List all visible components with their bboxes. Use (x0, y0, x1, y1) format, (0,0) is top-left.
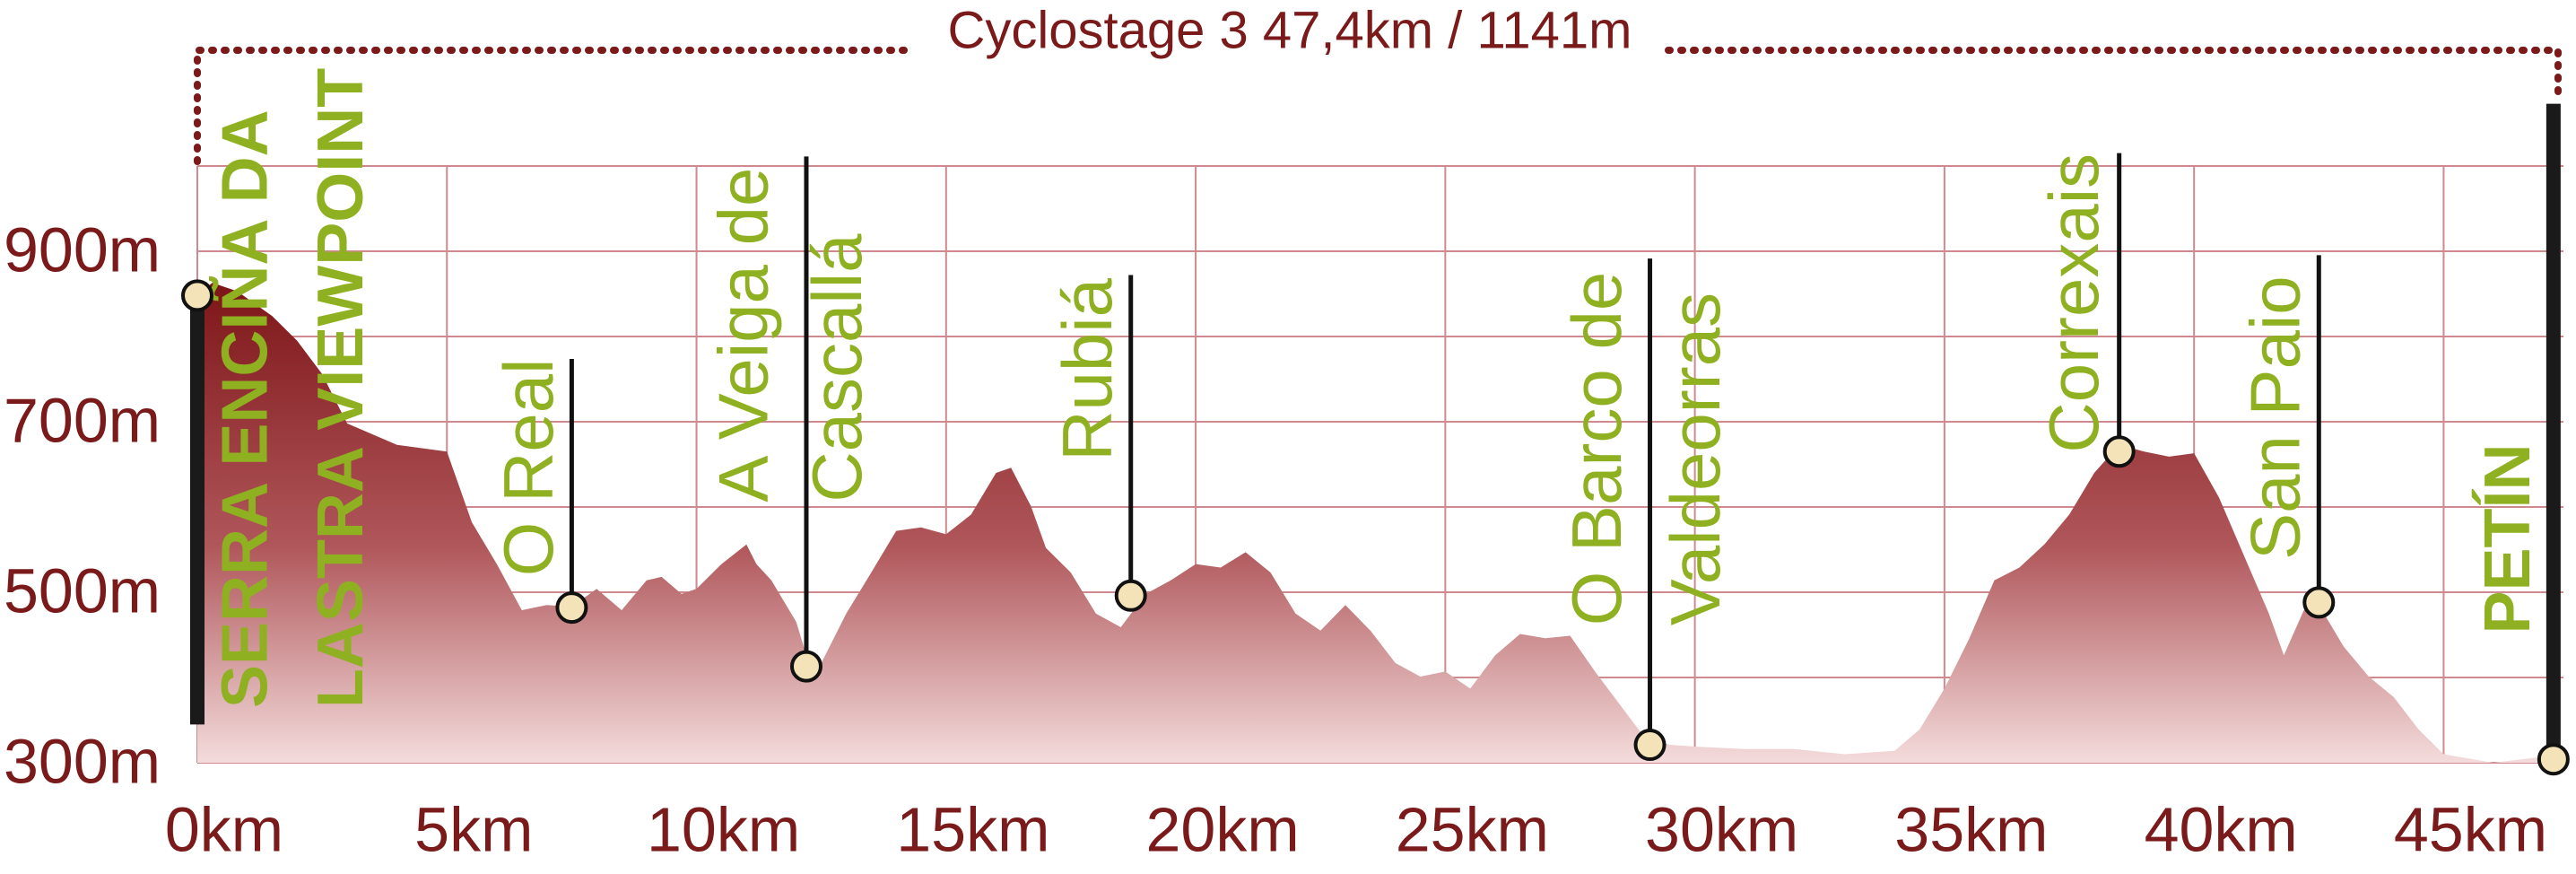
grid (196, 165, 2563, 764)
profile (197, 283, 2563, 764)
x-tick-label: 35km (1894, 794, 2048, 864)
x-tick-label: 15km (896, 794, 1049, 864)
waypoint-marker (1633, 729, 1667, 762)
y-tick-label: 500m (4, 555, 161, 625)
x-tick-label: 0km (165, 794, 283, 864)
y-tick-label: 700m (4, 385, 161, 455)
waypoint-label: Cascallá (797, 233, 876, 503)
waypoint-label: San Paio (2236, 275, 2315, 560)
y-tick-label: 300m (4, 726, 161, 796)
y-tick-label: 900m (4, 214, 161, 284)
waypoint-marker (2102, 435, 2136, 468)
x-tick-label: 20km (1145, 794, 1299, 864)
x-tick-label: 25km (1396, 794, 1549, 864)
x-tick-label: 45km (2394, 794, 2547, 864)
waypoint-label: A Veiga de (703, 168, 782, 503)
elevation-area (197, 283, 2563, 764)
waypoint-label: PETÍN (2472, 443, 2544, 634)
title-bracket (194, 47, 918, 165)
waypoint-marker (2302, 586, 2336, 619)
x-tick-label: 30km (1645, 794, 1798, 864)
waypoint-marker (789, 650, 822, 683)
waypoint-label: LASTRA VIEWPOINT (305, 68, 377, 708)
waypoint-label: Correxais (2034, 153, 2113, 453)
waypoint-label: Rubiá (1048, 277, 1127, 460)
waypoint-label: SERRA ENCIÑA DA (209, 109, 282, 708)
x-tick-label: 40km (2145, 794, 2298, 864)
waypoints: SERRA ENCIÑA DA LASTRA VIEWPOINT O Real A V… (181, 68, 2570, 776)
waypoint-marker (2537, 743, 2570, 776)
ticks: 300m 500m 700m 900m 0km 5km 10km 15km 20km 25km 30… (4, 214, 2547, 864)
x-tick-label: 10km (647, 794, 800, 864)
waypoint-marker (1114, 579, 1147, 612)
waypoint-marker (181, 279, 213, 312)
waypoint-label: O Barco de (1557, 272, 1636, 626)
waypoint-label: O Real (489, 358, 568, 576)
waypoint-marker (555, 591, 588, 625)
waypoint-label: Valdeorras (1656, 293, 1735, 625)
chart-title: Cyclostage 3 47,4km / 1141m (948, 1, 1632, 59)
title-bracket (1665, 47, 2562, 102)
x-tick-label: 5km (414, 794, 533, 864)
